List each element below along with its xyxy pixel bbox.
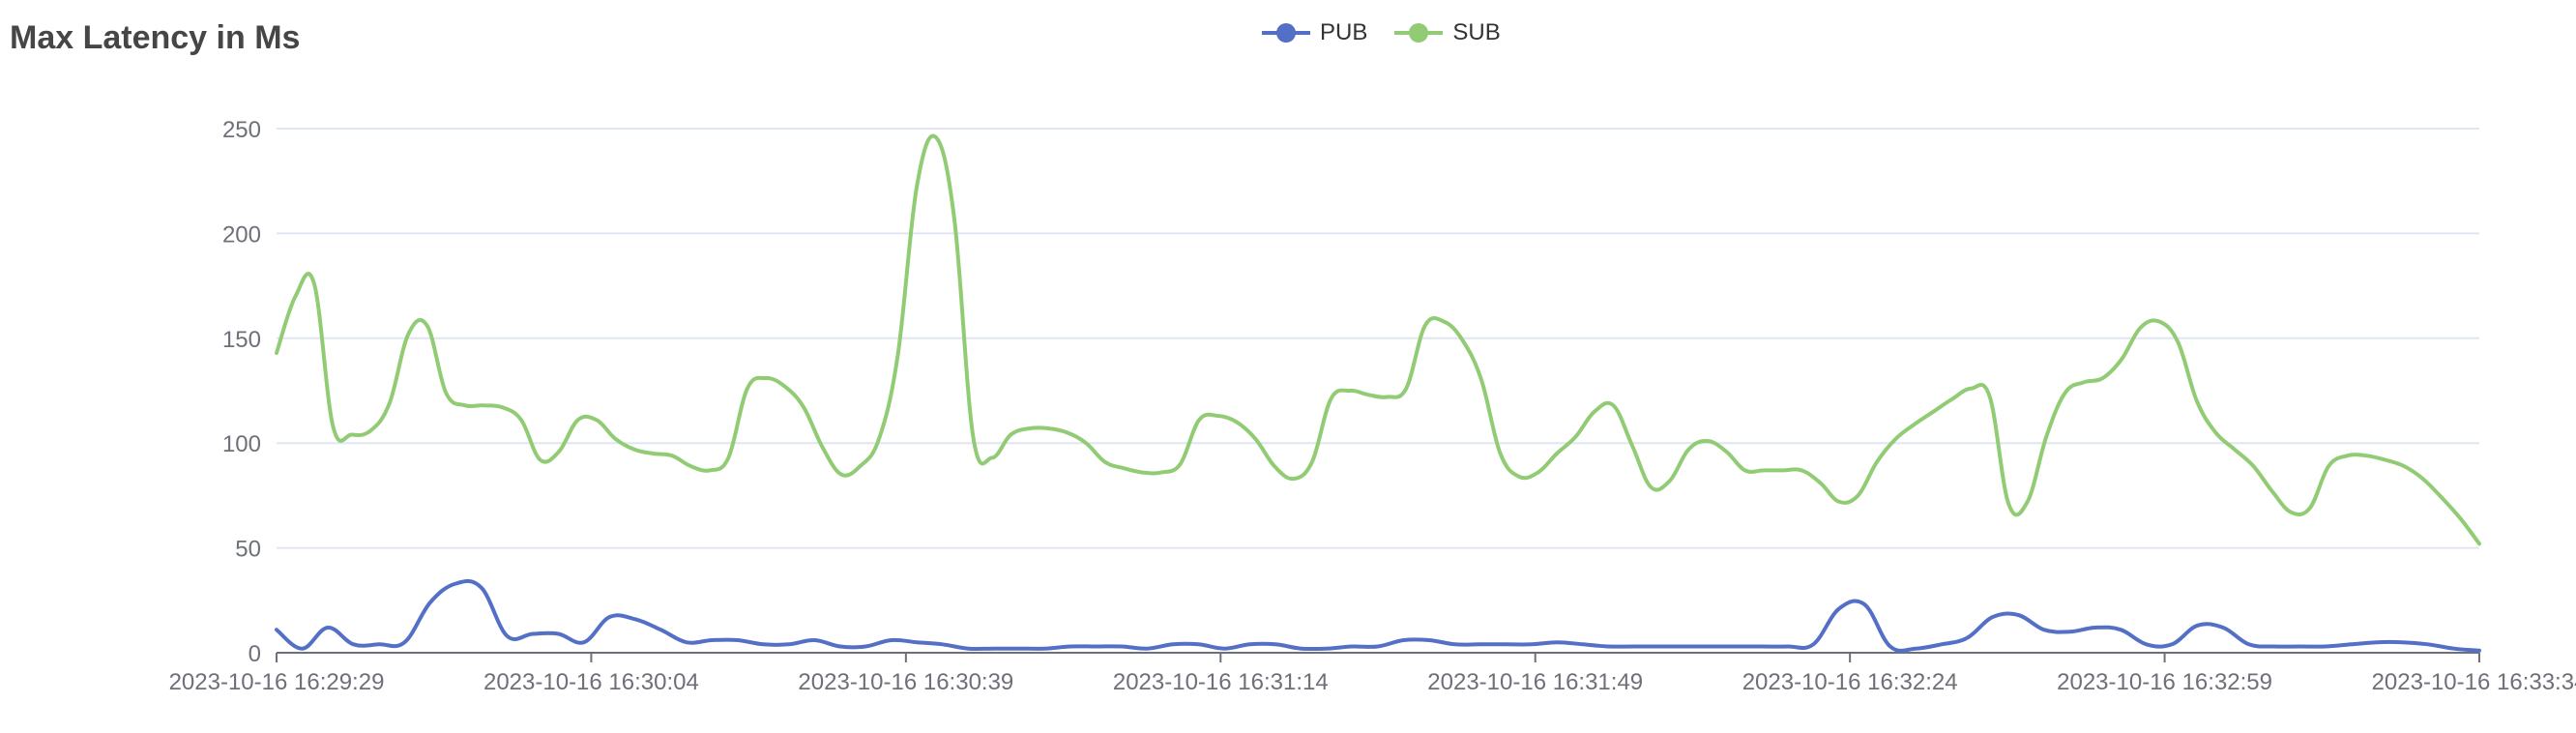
- x-tick-label: 2023-10-16 16:31:49: [1427, 669, 1643, 695]
- y-tick-label: 150: [222, 327, 261, 353]
- legend-label-pub: PUB: [1320, 19, 1368, 45]
- x-tick-label: 2023-10-16 16:32:59: [2057, 669, 2272, 695]
- y-tick-label: 200: [222, 221, 261, 248]
- y-tick-label: 0: [249, 641, 261, 667]
- chart-title: Max Latency in Ms: [10, 19, 301, 56]
- series-line-sub: [275, 133, 2481, 546]
- y-axis: 0 50 100 150 200 250: [222, 117, 261, 667]
- x-tick-label: 2023-10-16 16:30:04: [483, 669, 699, 695]
- y-tick-label: 250: [222, 117, 261, 143]
- x-tick-label: 2023-10-16 16:30:39: [798, 669, 1013, 695]
- series-layer: [275, 133, 2481, 653]
- grid-lines: [277, 128, 2479, 549]
- legend: PUB SUB: [1262, 19, 1501, 46]
- line-marker-icon: [1262, 23, 1310, 43]
- x-tick-label: 2023-10-16 16:33:34: [2372, 669, 2576, 695]
- legend-label-sub: SUB: [1452, 19, 1501, 45]
- x-axis: 2023-10-16 16:29:29 2023-10-16 16:30:04 20…: [169, 652, 2576, 695]
- line-marker-icon: [1394, 23, 1444, 43]
- y-tick-label: 50: [235, 537, 261, 563]
- legend-item-sub[interactable]: SUB: [1394, 19, 1501, 46]
- x-tick-label: 2023-10-16 16:29:29: [169, 669, 385, 695]
- x-tick-label: 2023-10-16 16:32:24: [1742, 669, 1958, 695]
- legend-item-pub[interactable]: PUB: [1262, 19, 1367, 46]
- x-tick-label: 2023-10-16 16:31:14: [1113, 669, 1329, 695]
- y-tick-label: 100: [222, 431, 261, 457]
- series-line-pub: [275, 578, 2481, 653]
